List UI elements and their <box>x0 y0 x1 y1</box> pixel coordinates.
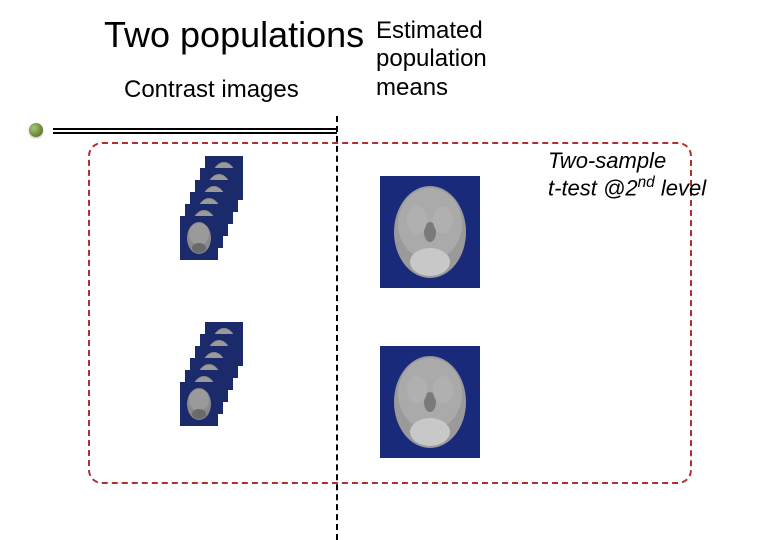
note-line-1: Two-sample <box>548 148 706 174</box>
brain-thumb <box>180 216 218 260</box>
right-label: Estimated population means <box>376 17 487 102</box>
contrast-stack-2 <box>180 322 280 442</box>
mean-brain-2 <box>380 346 480 458</box>
brain-thumb <box>180 382 218 426</box>
mean-brain-1 <box>380 176 480 288</box>
title-bullet <box>29 123 43 137</box>
page-title: Two populations <box>104 14 364 56</box>
left-label: Contrast images <box>124 76 299 104</box>
contrast-stack-1 <box>180 156 280 276</box>
title-underline-2 <box>53 132 337 134</box>
title-underline-1 <box>53 128 337 130</box>
note-line-2: t-test @2nd level <box>548 174 706 202</box>
test-note: Two-sample t-test @2nd level <box>548 148 706 202</box>
